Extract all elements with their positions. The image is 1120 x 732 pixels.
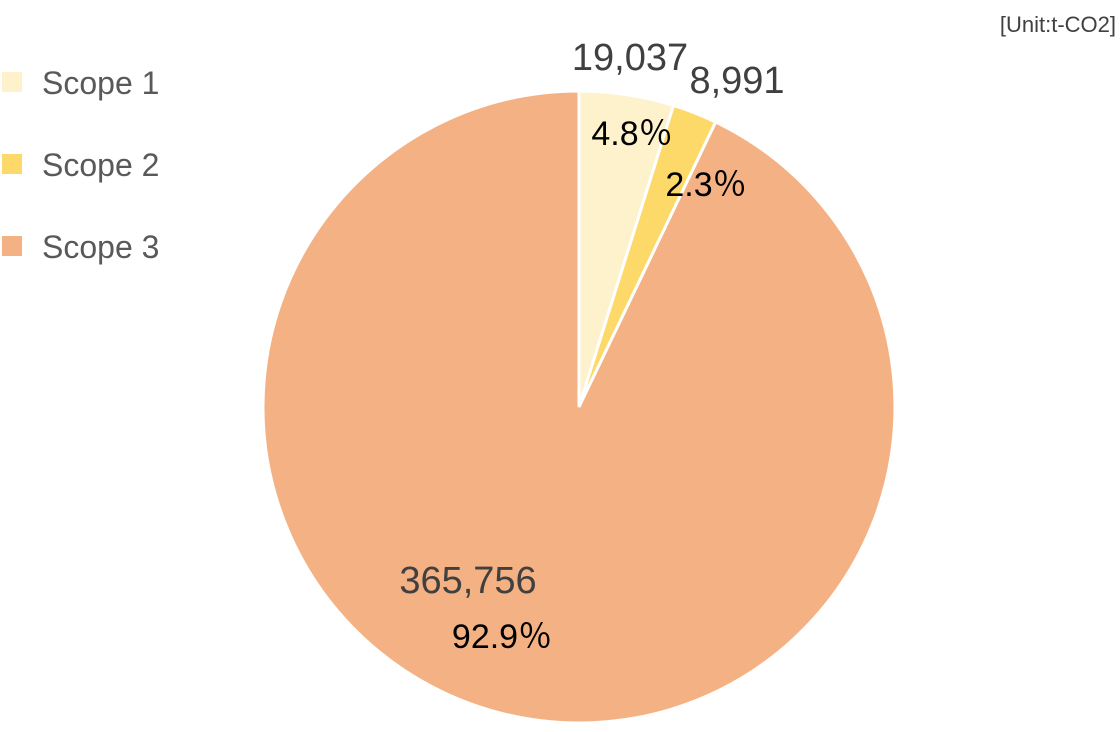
pie-data-labels: 19,037 4.8％ 8,991 2.3％ 365,756 92.9％ xyxy=(399,37,784,656)
value-label-scope-3: 365,756 xyxy=(399,560,536,602)
legend-swatch-scope-2 xyxy=(2,154,22,174)
legend-label-scope-2: Scope 2 xyxy=(42,147,159,183)
pie-slice-scope-3 xyxy=(261,89,897,725)
legend-swatch-scope-1 xyxy=(2,72,22,92)
legend: Scope 1 Scope 2 Scope 3 xyxy=(2,65,159,265)
legend-label-scope-3: Scope 3 xyxy=(42,229,159,265)
unit-label: [Unit:t-CO2] xyxy=(1000,12,1116,37)
value-label-scope-2: 8,991 xyxy=(689,60,784,102)
legend-label-scope-1: Scope 1 xyxy=(42,65,159,101)
legend-swatch-scope-3 xyxy=(2,236,22,256)
pie-slices xyxy=(261,89,897,725)
value-label-scope-1: 19,037 xyxy=(572,37,688,79)
percent-label-scope-2: 2.3％ xyxy=(665,166,746,204)
percent-label-scope-3: 92.9％ xyxy=(452,618,552,656)
percent-label-scope-1: 4.8％ xyxy=(591,115,672,153)
